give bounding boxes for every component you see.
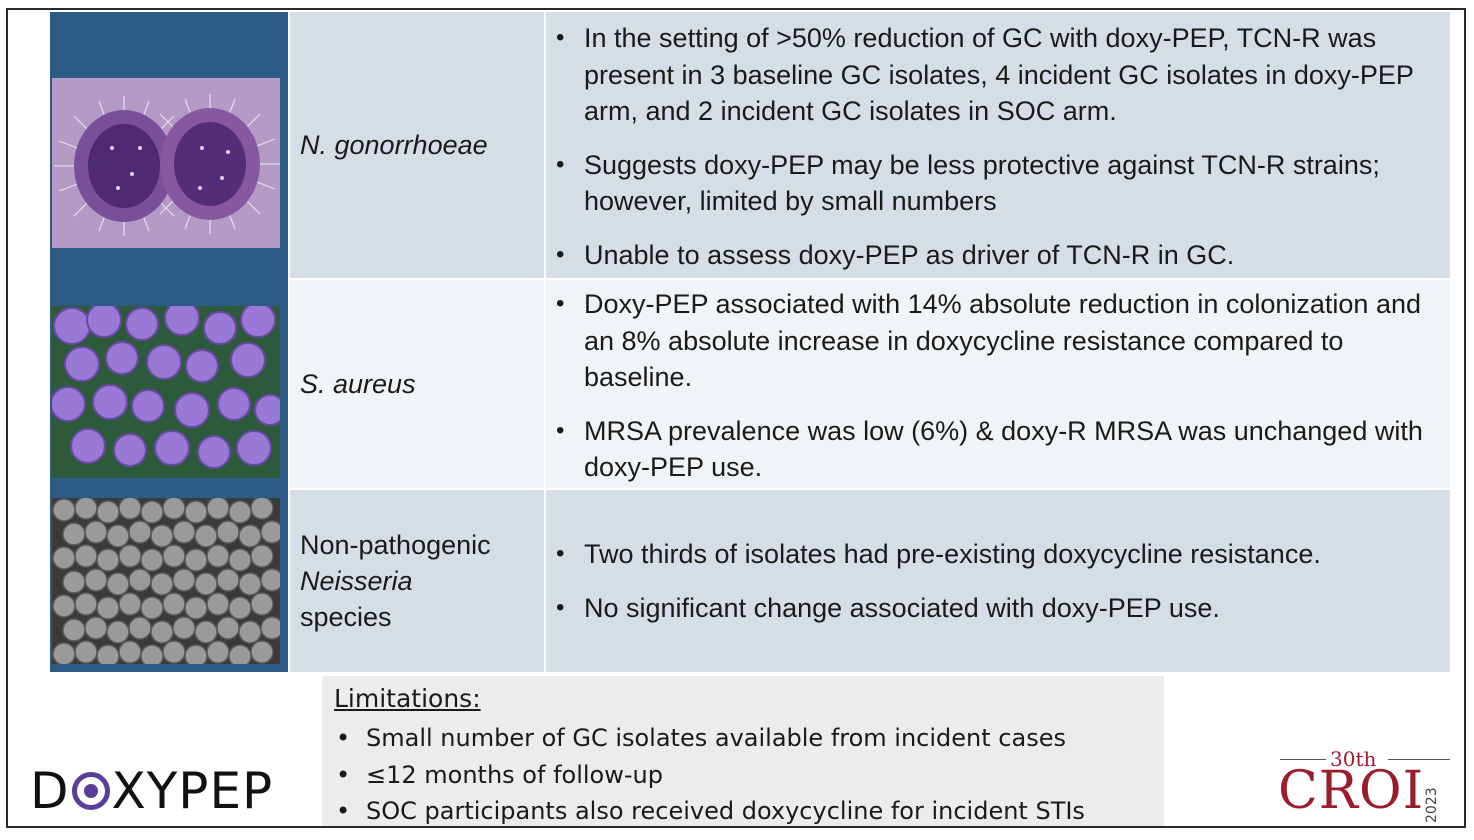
organism-label: N. gonorrhoeae: [290, 12, 544, 278]
row-gonorrhoeae: N. gonorrhoeae In the setting of >50% re…: [290, 12, 1450, 278]
logo-letter: D: [30, 762, 70, 820]
organism-name: S. aureus: [300, 369, 416, 399]
organism-name-line: species: [300, 602, 392, 632]
row-neisseria: Non-pathogenic Neisseria species Two thi…: [290, 490, 1450, 672]
limitation-item: ≤12 months of follow-up: [334, 757, 1085, 794]
croi-logo: 30th CROI 2023: [1276, 745, 1466, 825]
croi-name: CROI: [1278, 761, 1425, 821]
organism-label: Non-pathogenic Neisseria species: [290, 490, 544, 672]
organism-label: S. aureus: [290, 280, 544, 488]
limitations-box: Limitations: Small number of GC isolates…: [322, 676, 1164, 829]
logo-letters: XYPEP: [111, 762, 274, 820]
column-divider: [544, 12, 546, 278]
logo-rule: [1280, 759, 1326, 760]
finding-item: No significant change associated with do…: [552, 590, 1440, 627]
finding-list: In the setting of >50% reduction of GC w…: [552, 20, 1440, 290]
row-aureus: S. aureus Doxy-PEP associated with 14% a…: [290, 280, 1450, 488]
aureus-image: [52, 306, 280, 478]
finding-item: Suggests doxy-PEP may be less protective…: [552, 147, 1440, 220]
finding-item: Two thirds of isolates had pre-existing …: [552, 536, 1440, 573]
column-divider: [544, 280, 546, 488]
finding-item: Doxy-PEP associated with 14% absolute re…: [552, 286, 1440, 396]
croi-edition: 30th: [1330, 747, 1377, 771]
logo-rule: [1388, 759, 1450, 760]
organism-name-line: Non-pathogenic: [300, 530, 491, 560]
organism-name-line: Neisseria: [300, 566, 413, 596]
finding-list: Doxy-PEP associated with 14% absolute re…: [552, 286, 1440, 503]
neisseria-image: [52, 498, 280, 664]
finding-item: In the setting of >50% reduction of GC w…: [552, 20, 1440, 130]
finding-list: Two thirds of isolates had pre-existing …: [552, 536, 1440, 643]
column-divider: [544, 490, 546, 672]
doxypep-logo: D XYPEP: [30, 762, 273, 820]
croi-year: 2023: [1424, 787, 1440, 823]
finding-item: Unable to assess doxy-PEP as driver of T…: [552, 237, 1440, 274]
organism-name: N. gonorrhoeae: [300, 130, 488, 160]
limitation-item: SOC participants also received doxycycli…: [334, 793, 1085, 830]
limitations-title: Limitations:: [334, 684, 481, 713]
limitations-list: Small number of GC isolates available fr…: [334, 720, 1085, 830]
finding-item: MRSA prevalence was low (6%) & doxy-R MR…: [552, 413, 1440, 486]
gonorrhoeae-image: [52, 78, 280, 248]
limitation-item: Small number of GC isolates available fr…: [334, 720, 1085, 757]
target-icon: [71, 772, 110, 810]
